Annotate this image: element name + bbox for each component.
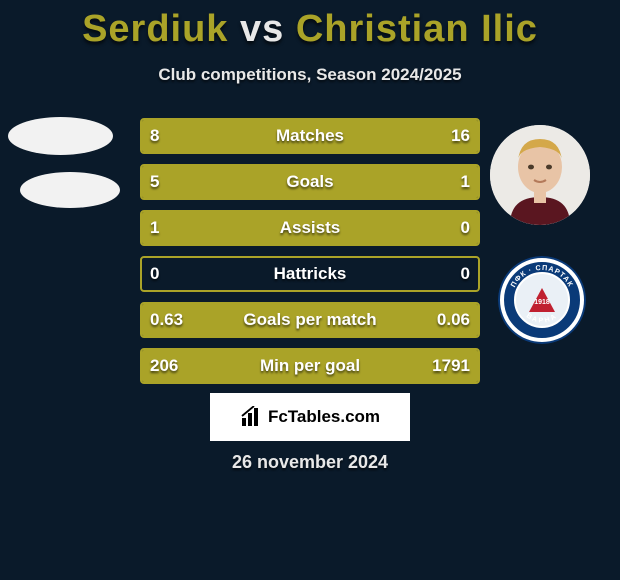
player2-portrait (490, 125, 590, 225)
player1-portrait-placeholder (8, 117, 113, 155)
bar-left-gpm (142, 304, 449, 336)
comparison-title: Serdiuk vs Christian Ilic (0, 0, 620, 51)
value-left-mpg: 206 (150, 356, 178, 376)
generation-date: 26 november 2024 (0, 452, 620, 473)
value-right-matches: 16 (451, 126, 470, 146)
player2-name: Christian Ilic (296, 8, 538, 50)
stat-row-gpm: 0.630.06Goals per match (140, 302, 480, 338)
stat-row-assists: 10Assists (140, 210, 480, 246)
value-left-assists: 1 (150, 218, 159, 238)
comparison-chart: 816Matches51Goals10Assists00Hattricks0.6… (140, 118, 480, 394)
value-left-hattricks: 0 (150, 264, 159, 284)
value-right-mpg: 1791 (432, 356, 470, 376)
stat-row-goals: 51Goals (140, 164, 480, 200)
player2-club-crest: 1918 ПФК · СПАРТАК ВАРНА (498, 256, 586, 344)
site-badge: FcTables.com (210, 393, 410, 441)
stat-row-mpg: 2061791Min per goal (140, 348, 480, 384)
value-left-goals: 5 (150, 172, 159, 192)
player1-name: Serdiuk (82, 8, 228, 50)
bar-left-goals (142, 166, 422, 198)
stat-label-hattricks: Hattricks (142, 264, 478, 284)
value-right-assists: 0 (461, 218, 470, 238)
site-name: FcTables.com (268, 407, 380, 427)
title-vs: vs (240, 8, 284, 50)
player1-club-placeholder (20, 172, 120, 208)
stat-row-hattricks: 0 0Hattricks (140, 256, 480, 292)
value-right-goals: 1 (461, 172, 470, 192)
player2-face-icon (490, 125, 590, 225)
bars-icon (240, 406, 262, 428)
bar-left-assists (142, 212, 478, 244)
stat-row-matches: 816Matches (140, 118, 480, 154)
value-left-matches: 8 (150, 126, 159, 146)
value-right-gpm: 0.06 (437, 310, 470, 330)
value-left-gpm: 0.63 (150, 310, 183, 330)
bar-right-matches (254, 120, 478, 152)
subtitle: Club competitions, Season 2024/2025 (0, 65, 620, 85)
club-crest-icon: 1918 ПФК · СПАРТАК ВАРНА (498, 256, 586, 344)
svg-text:1918: 1918 (534, 299, 550, 306)
value-right-hattricks: 0 (461, 264, 470, 284)
